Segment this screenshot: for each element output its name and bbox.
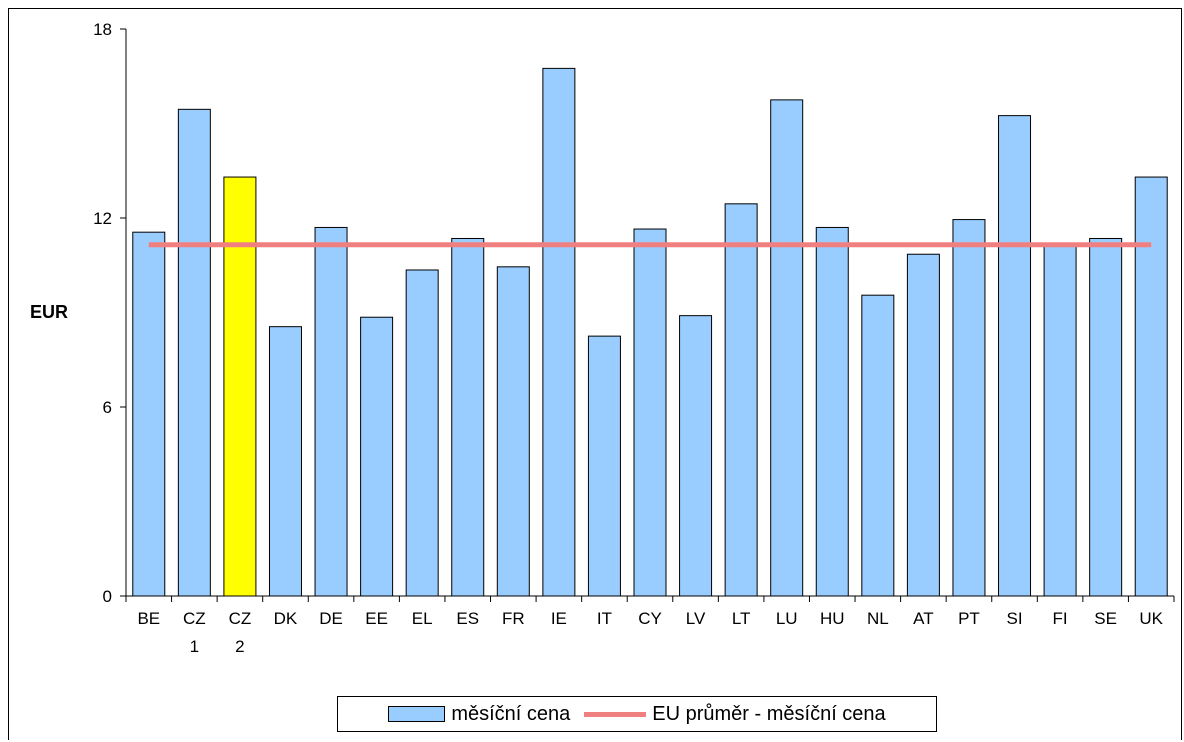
x-tick-label: FR <box>502 609 525 628</box>
x-tick-label: LU <box>776 609 798 628</box>
bar-cz-1 <box>177 108 211 597</box>
y-tick-label: 18 <box>93 20 112 39</box>
legend-swatch-bars <box>388 706 446 722</box>
bar-fi <box>1043 244 1077 597</box>
x-tick-label: CY <box>638 609 662 628</box>
x-tick-label: CZ <box>229 609 252 628</box>
x-tick-label: UK <box>1139 609 1163 628</box>
x-tick-label: DE <box>319 609 343 628</box>
x-tick-label: LT <box>732 609 751 628</box>
x-tick-label: SE <box>1094 609 1117 628</box>
x-tick-label: EE <box>365 609 388 628</box>
x-tick-label: DK <box>274 609 298 628</box>
legend-item-line: EU průměr - měsíční cena <box>584 702 886 726</box>
x-tick-label: IE <box>551 609 567 628</box>
x-tick-labels: BE CZ 1 CZ 2 DK DE EE EL ES FR IE IT CY LV LT LU HU NL AT PT… <box>137 609 1163 656</box>
y-tick-label: 12 <box>93 209 112 228</box>
bar-cz-2 <box>223 176 257 597</box>
y-tick-label: 0 <box>103 587 112 606</box>
y-tick-labels: 0 6 12 18 <box>93 20 112 606</box>
x-tick-label: ES <box>456 609 479 628</box>
x-tick-label: EL <box>412 609 433 628</box>
bar-chart: BE CZ 1 CZ 2 DK DE EE EL ES FR IE IT CY LV LT LU HU NL AT PT… <box>30 20 1175 656</box>
legend-label-bars: měsíční cena <box>451 702 571 725</box>
x-tick-label: NL <box>867 609 889 628</box>
bar-lt <box>724 203 758 597</box>
legend-item-bars: měsíční cena <box>388 703 570 726</box>
bar-se <box>1089 237 1123 597</box>
x-tick-label: 1 <box>190 637 199 656</box>
bar-dk <box>268 326 302 597</box>
bar-hu <box>815 226 849 597</box>
x-tick-label: 2 <box>235 637 244 656</box>
y-tick-label: 6 <box>103 398 112 417</box>
bar-fr <box>496 266 530 597</box>
bar-si <box>998 115 1032 597</box>
chart-frame <box>8 8 1182 740</box>
bar-lu <box>770 99 804 597</box>
bar-ee <box>360 316 394 597</box>
legend-swatch-line <box>584 711 647 717</box>
bar-cy <box>633 228 667 597</box>
x-tick-label: FI <box>1053 609 1068 628</box>
x-tick-label: AT <box>913 609 933 628</box>
bar-lv <box>679 315 713 597</box>
x-tick-label: IT <box>597 609 612 628</box>
bar-uk <box>1134 176 1168 597</box>
bar-pt <box>952 219 986 597</box>
x-tick-label: HU <box>820 609 845 628</box>
bar-ie <box>542 67 576 597</box>
bar-it <box>587 335 621 597</box>
bar-es <box>451 237 485 597</box>
x-tick-label: CZ <box>183 609 206 628</box>
x-tick-label: LV <box>686 609 706 628</box>
bar-at <box>906 253 940 597</box>
legend-label-line: EU průměr - měsíční cena <box>652 702 886 725</box>
legend: měsíční cena EU průměr - měsíční cena <box>337 696 937 732</box>
bar-el <box>405 269 439 597</box>
bars <box>132 67 1168 597</box>
bar-nl <box>861 294 895 597</box>
bar-de <box>314 226 348 597</box>
x-tick-label: PT <box>958 609 980 628</box>
x-tick-label: BE <box>137 609 160 628</box>
bar-be <box>132 231 166 597</box>
y-axis-label: EUR <box>30 302 68 322</box>
x-tick-label: SI <box>1006 609 1022 628</box>
